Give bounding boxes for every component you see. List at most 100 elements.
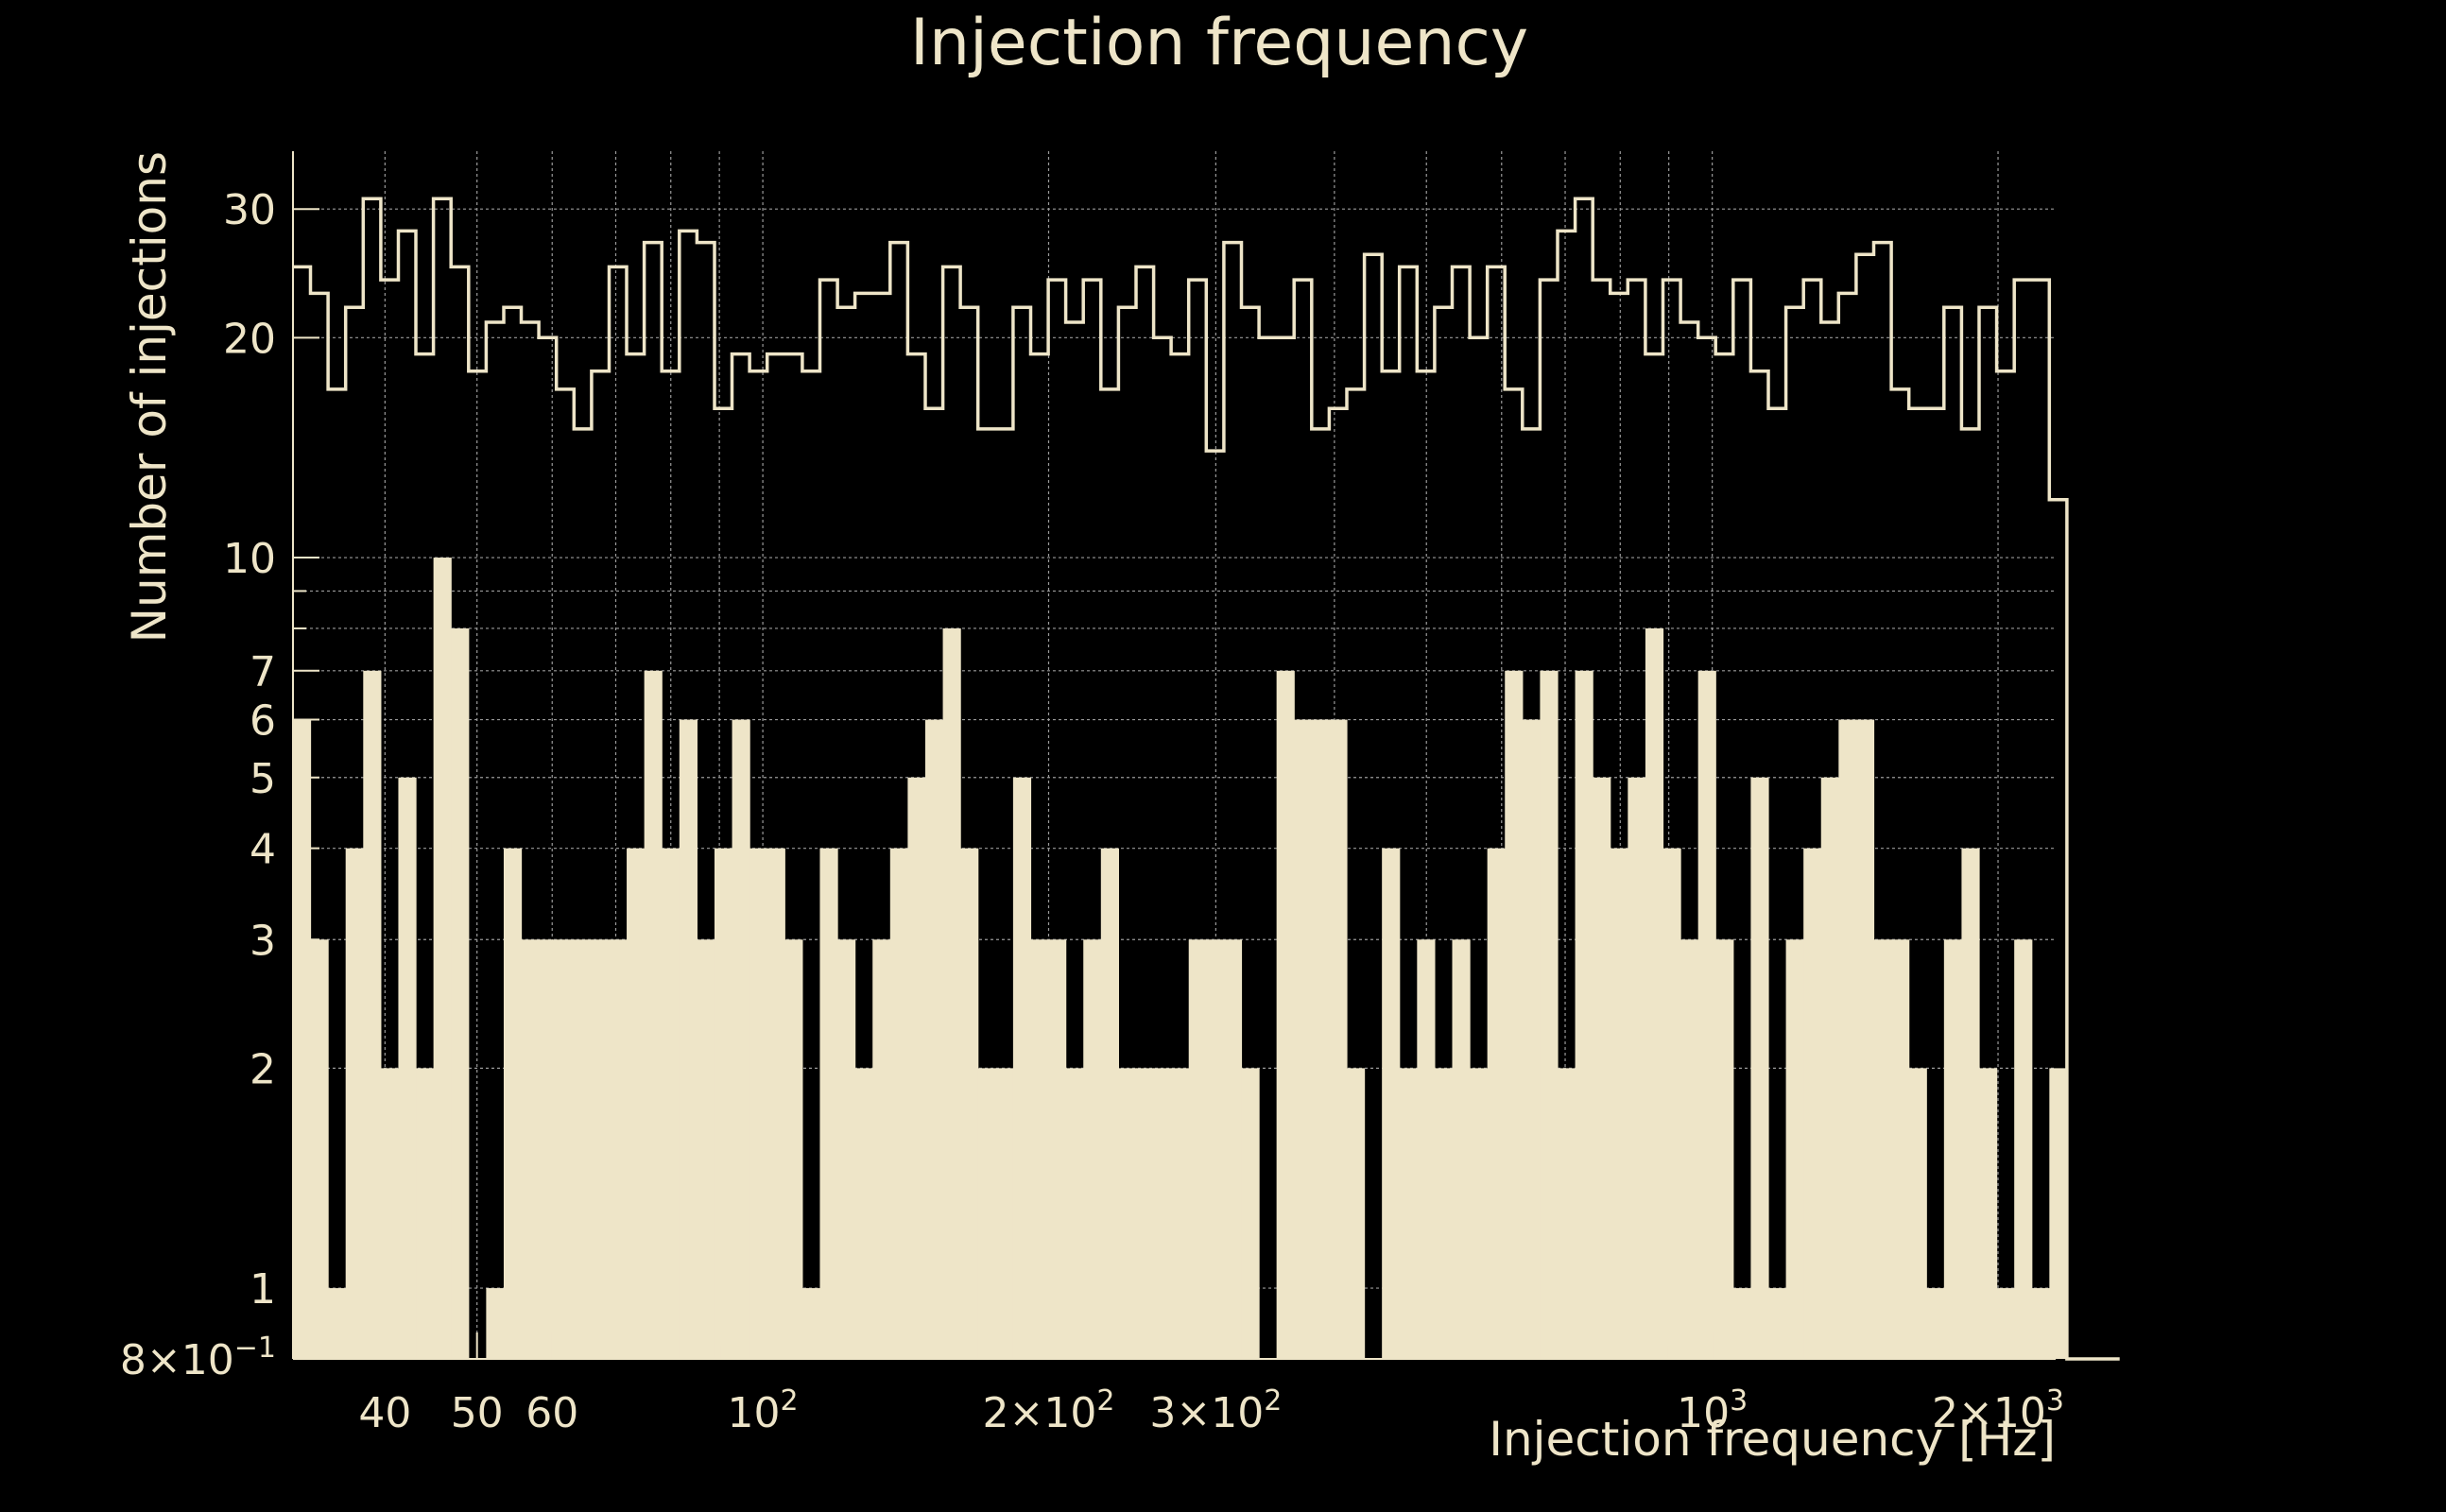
y-tick-label-base: 3 [250, 917, 276, 965]
histogram-bar [398, 777, 417, 1359]
histogram-bar [539, 939, 558, 1359]
histogram-bar [1188, 939, 1207, 1359]
y-tick-label: 30 [223, 186, 276, 234]
histogram-bar [1961, 848, 1980, 1359]
y-axis-label: Number of injections [122, 151, 177, 643]
histogram-bar [1470, 1068, 1489, 1359]
histogram-bar [591, 939, 611, 1359]
histogram-bar [1750, 777, 1769, 1359]
histogram-bar [1241, 1068, 1260, 1359]
y-tick-label-base: 7 [250, 648, 276, 696]
histogram-bar [328, 1288, 347, 1359]
histogram-bar [1434, 1068, 1454, 1359]
histogram-bar [1100, 848, 1119, 1359]
y-tick-label-base: 30 [223, 186, 276, 234]
x-tick-label-base: 10 [728, 1389, 781, 1437]
y-tick-label: 6 [250, 697, 276, 746]
y-tick-label: 4 [250, 826, 276, 874]
histogram-bar [1628, 777, 1646, 1359]
y-tick-label-base: 10 [223, 535, 276, 583]
x-tick-label: 50 [451, 1389, 504, 1437]
y-tick-label: 1 [250, 1265, 276, 1314]
chart-title: Injection frequency [910, 6, 1528, 80]
x-tick-label-base: 2×10 [1932, 1389, 2046, 1437]
histogram-bar [1276, 670, 1295, 1359]
x-tick-label: 40 [358, 1389, 411, 1437]
y-tick-label: 8×10−1 [120, 1332, 276, 1384]
histogram-bar [1135, 1068, 1155, 1359]
histogram-bar [679, 719, 698, 1359]
histogram-bar [363, 670, 382, 1359]
x-tick-label: 3×102 [1149, 1384, 1282, 1437]
y-tick-label-exponent: −1 [234, 1332, 276, 1365]
histogram-bar [714, 848, 733, 1359]
y-tick-label-base: 2 [250, 1045, 276, 1093]
histogram-bar [503, 848, 523, 1359]
histogram-bar [784, 939, 803, 1359]
histogram-bar [995, 1068, 1014, 1359]
y-tick-label: 2 [250, 1045, 276, 1093]
histogram-bar [1767, 1288, 1787, 1359]
histogram-bar [819, 848, 838, 1359]
y-tick-label-base: 1 [250, 1265, 276, 1314]
x-tick-label-base: 40 [358, 1389, 411, 1437]
histogram-bar [767, 848, 785, 1359]
step-histogram-series [292, 197, 2120, 1361]
histogram-bar [697, 939, 715, 1359]
histogram-bar [1697, 670, 1716, 1359]
x-tick-label-exponent: 2 [1264, 1384, 1282, 1418]
histogram-bar [1715, 939, 1734, 1359]
histogram-bar [310, 939, 329, 1359]
x-tick-label-base: 2×10 [983, 1389, 1097, 1437]
histogram-bar [1382, 848, 1401, 1359]
x-tick-label-exponent: 3 [2046, 1384, 2064, 1418]
histogram-bar [1557, 1068, 1576, 1359]
histogram-bar [732, 719, 750, 1359]
histogram-bar [801, 1288, 821, 1359]
y-tick-label: 20 [223, 315, 276, 363]
x-axis-label: Injection frequency [Hz] [1489, 1412, 2056, 1467]
histogram-bar [644, 670, 663, 1359]
histogram-bar [1610, 848, 1628, 1359]
histogram-bar [1083, 939, 1102, 1359]
histogram-bar [521, 939, 540, 1359]
histogram-bar [292, 719, 312, 1359]
histogram-bar [1311, 719, 1331, 1359]
histogram-bar [2049, 1068, 2068, 1359]
histogram-bar [1171, 1068, 1190, 1359]
x-tick-label-exponent: 2 [1096, 1384, 1114, 1418]
x-tick-label-base: 50 [451, 1389, 504, 1437]
histogram-bar [574, 939, 593, 1359]
histogram-bar [1926, 1288, 1945, 1359]
histogram-bar [486, 1288, 505, 1359]
histogram-bar [1417, 939, 1436, 1359]
x-tick-label-base: 3×10 [1149, 1389, 1264, 1437]
histogram-bar [627, 848, 646, 1359]
histogram-bar [1206, 939, 1225, 1359]
histogram-bar [1593, 777, 1611, 1359]
histogram-bar [1996, 1288, 2015, 1359]
x-tick-label: 102 [728, 1384, 799, 1437]
x-tick-label-base: 10 [1677, 1389, 1730, 1437]
histogram-bar [854, 1068, 873, 1359]
y-tick-label: 5 [250, 755, 276, 803]
tick-labels: 40 50 60 102 2×102 3×102 103 2×1038×10−11234567… [120, 186, 2064, 1437]
histogram-bar [872, 939, 891, 1359]
histogram-bar [889, 848, 908, 1359]
histogram-bar [1645, 627, 1664, 1359]
histogram-bar [433, 558, 452, 1359]
histogram-bar [380, 1068, 400, 1359]
x-tick-label: 103 [1677, 1384, 1748, 1437]
histogram-bar [1820, 777, 1839, 1359]
histogram-bar [1505, 670, 1524, 1359]
histogram-bar [960, 848, 979, 1359]
y-tick-label-base: 6 [250, 697, 276, 746]
y-tick-label-base: 4 [250, 826, 276, 874]
histogram-bar [1048, 939, 1067, 1359]
histogram-bar [662, 848, 680, 1359]
histogram-bar [924, 719, 944, 1359]
histogram-bar [345, 848, 364, 1359]
histogram-bar [1118, 1068, 1137, 1359]
histogram-bar [977, 1068, 996, 1359]
histogram-bar [837, 939, 856, 1359]
